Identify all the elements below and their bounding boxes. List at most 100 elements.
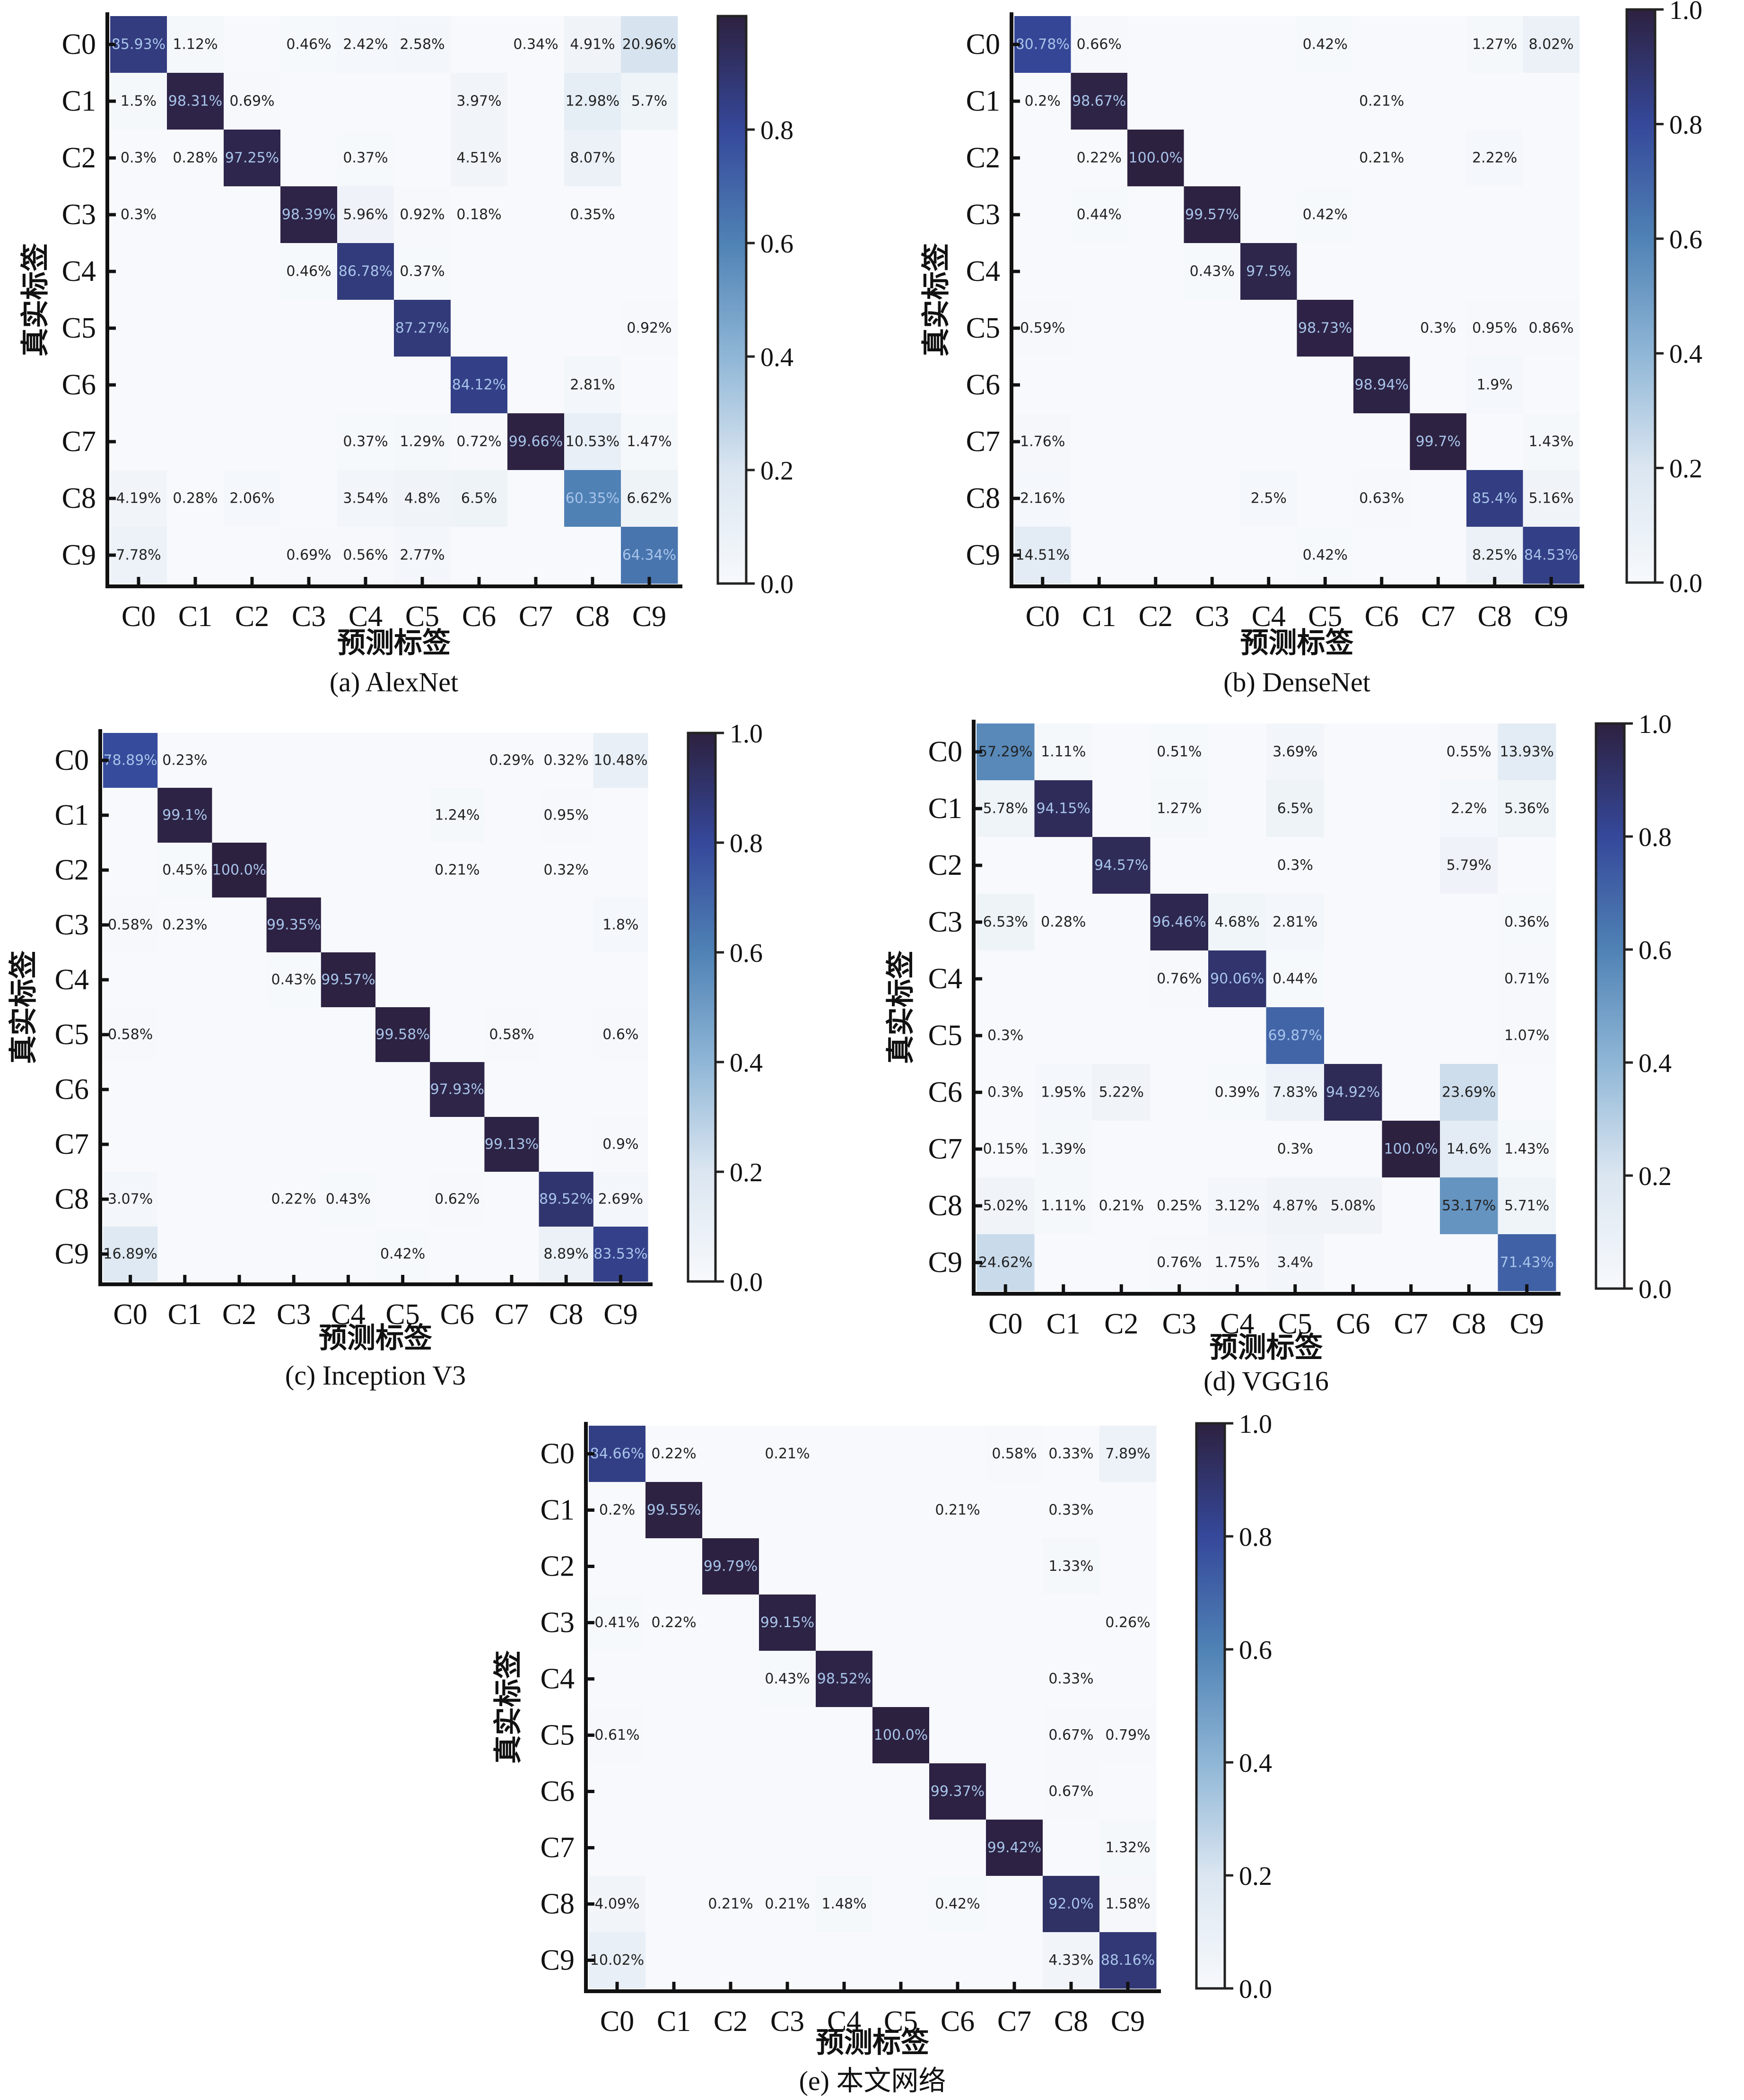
cell-value-label: 1.27% (1472, 36, 1517, 53)
heatmap-cell (1240, 16, 1297, 73)
heatmap-cell (224, 73, 281, 130)
cell-value-label: 0.42% (1303, 36, 1348, 53)
heatmap-cell (759, 1707, 816, 1764)
colorbar-tick-label: 0.6 (1239, 1636, 1272, 1665)
cell-value-label: 94.92% (1326, 1084, 1380, 1101)
cell-value-label: 0.66% (1077, 36, 1122, 53)
heatmap-cell (1523, 73, 1580, 130)
colorbar-tick-label: 0.8 (1239, 1523, 1272, 1552)
heatmap-cell (280, 470, 338, 527)
heatmap-cell (759, 1482, 816, 1539)
heatmap-cell (1043, 1820, 1100, 1876)
heatmap-cell (1382, 1177, 1440, 1235)
heatmap-cell (593, 952, 648, 1008)
colorbar-tick-label: 0.2 (1239, 1862, 1272, 1891)
heatmap-cell (816, 1763, 873, 1820)
heatmap-cell (1127, 186, 1184, 244)
heatmap-cell (1150, 780, 1209, 837)
heatmap-cell (212, 1062, 267, 1117)
cell-value-label: 96.46% (1152, 914, 1206, 931)
heatmap-cell (103, 1117, 158, 1172)
x-tick-label: C2 (714, 2005, 748, 2038)
cell-value-label: 1.76% (1020, 434, 1065, 450)
cell-value-label: 5.22% (1099, 1084, 1144, 1101)
heatmap-cell (539, 1172, 594, 1227)
heatmap-cell (929, 1482, 986, 1539)
heatmap-cell (1324, 950, 1382, 1008)
cell-value-label: 85.4% (1472, 490, 1517, 507)
heatmap-cell (1184, 73, 1241, 130)
cell-value-label: 0.33% (1048, 1502, 1093, 1518)
colorbar-tick-label: 0.6 (760, 229, 794, 259)
heatmap-cell (507, 357, 565, 414)
heatmap-cell (977, 837, 1035, 894)
y-axis-title: 真实标签 (19, 243, 52, 357)
confusion-matrix-panel: 85.93% 1.12% 0.46% 2.42% 2.58% 0.34% 4.91% 20.9… (19, 12, 794, 697)
cell-value-label: 1.11% (1041, 1198, 1086, 1214)
heatmap-cell (589, 1482, 646, 1539)
cell-value-label: 2.81% (1273, 914, 1317, 931)
heatmap-cell (1127, 527, 1184, 584)
heatmap-cell (1043, 1876, 1100, 1933)
heatmap-cell (484, 733, 540, 788)
heatmap-cell (375, 1117, 430, 1172)
x-tick-label: C5 (1308, 601, 1342, 633)
heatmap-cell (1208, 1064, 1266, 1121)
x-tick-label: C6 (1336, 1308, 1370, 1340)
heatmap-cell (430, 1007, 485, 1063)
cell-value-label: 1.95% (1041, 1084, 1086, 1101)
heatmap-cell (337, 413, 394, 471)
heatmap-cell (1382, 1121, 1440, 1178)
heatmap-cell (430, 733, 485, 788)
heatmap-cell (266, 898, 322, 953)
cell-value-label: 0.71% (1504, 971, 1549, 987)
heatmap-cell (1208, 1177, 1266, 1235)
cell-value-label: 2.81% (570, 377, 615, 393)
heatmap-cell (1410, 357, 1467, 414)
heatmap-cell (375, 898, 430, 953)
heatmap-cell (280, 130, 338, 187)
cell-value-label: 0.42% (1303, 207, 1348, 223)
x-tick-label: C3 (1162, 1308, 1196, 1340)
heatmap-cell (167, 73, 224, 130)
cell-value-label: 16.89% (103, 1246, 157, 1263)
heatmap-cell (539, 1227, 594, 1282)
heatmap-cell (702, 1595, 759, 1651)
x-tick-label: C4 (1220, 1308, 1254, 1340)
heatmap-cell (1150, 1234, 1209, 1291)
colorbar (1595, 722, 1626, 1290)
heatmap-cell (977, 950, 1035, 1008)
cell-value-label: 0.3% (1277, 1141, 1313, 1158)
colorbar-tick-label: 0.4 (1639, 1049, 1672, 1078)
heatmap-cell (759, 1876, 816, 1933)
heatmap-cell (1043, 1538, 1100, 1595)
colorbar-tick-label: 0.2 (760, 456, 794, 486)
heatmap-cell (1014, 413, 1071, 471)
cell-value-label: 2.06% (229, 490, 274, 507)
heatmap-cell (1523, 130, 1580, 187)
y-tick-label: C2 (55, 854, 89, 886)
heatmap-cell (1353, 470, 1410, 527)
heatmap-cell (1498, 950, 1556, 1008)
cell-value-label: 0.58% (108, 917, 153, 933)
x-tick-label: C2 (222, 1298, 256, 1331)
x-tick-label: C5 (405, 601, 439, 633)
heatmap-cell (212, 1117, 267, 1172)
cell-value-label: 1.47% (627, 434, 671, 450)
y-axis-title: 真实标签 (884, 950, 917, 1064)
heatmap-cell (1440, 723, 1498, 781)
cell-value-label: 0.67% (1048, 1783, 1093, 1800)
y-tick-label: C7 (928, 1133, 962, 1165)
heatmap-cell (1092, 723, 1151, 781)
heatmap-cell (394, 527, 451, 584)
heatmap-cell (621, 243, 678, 300)
heatmap-cell (394, 73, 451, 130)
heatmap-cell (564, 16, 621, 73)
heatmap-cell (1297, 186, 1354, 244)
y-tick-label: C6 (966, 369, 1000, 401)
heatmap-cell (564, 470, 621, 527)
heatmap-cell (1092, 894, 1151, 951)
cell-value-label: 3.07% (108, 1191, 153, 1208)
heatmap-cell (1127, 130, 1184, 187)
